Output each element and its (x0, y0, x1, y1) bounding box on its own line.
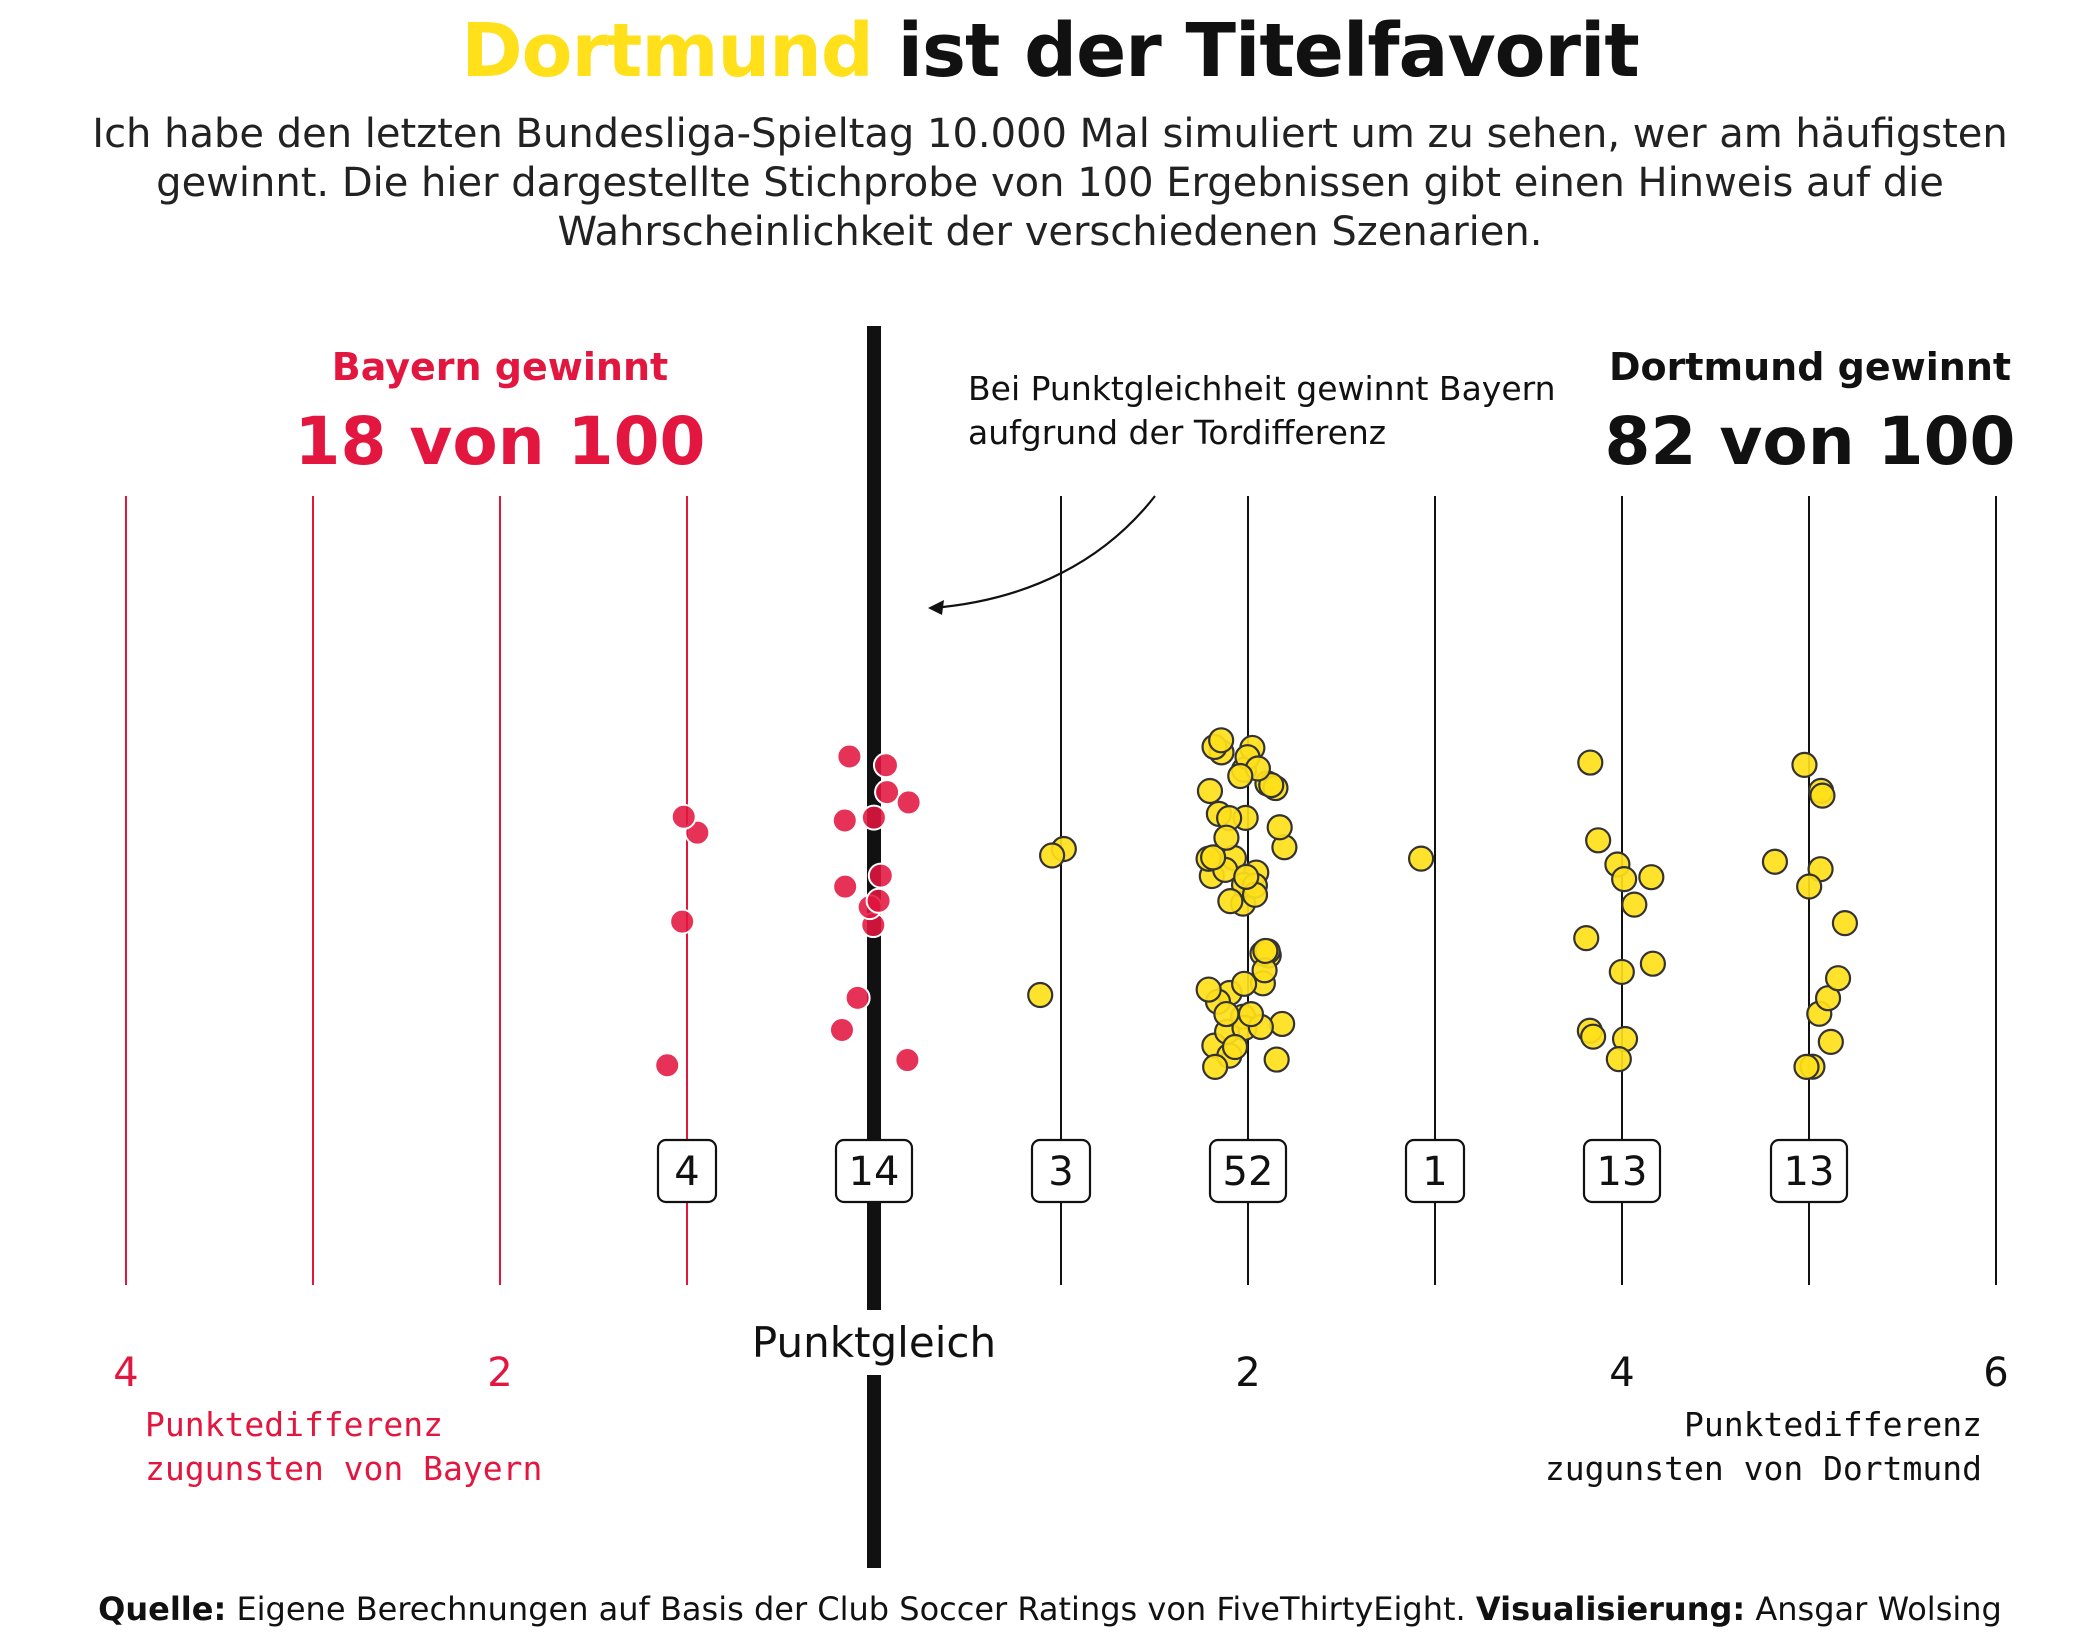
dortmund-result-dot (1221, 1033, 1249, 1061)
dortmund-result-dot (1824, 965, 1852, 992)
dortmund-result-dot (1027, 981, 1054, 1009)
dortmund-result-dot (1233, 863, 1260, 890)
bayern-count: 18 von 100 (294, 403, 706, 480)
count-box (1208, 1138, 1288, 1204)
vis-label: Visualisierung: (1475, 1590, 1746, 1628)
dortmund-result-dot (1039, 842, 1066, 869)
xlabel-right-line-2: zugunsten von Dortmund (1545, 1449, 1982, 1488)
count-box (1404, 1138, 1466, 1204)
dortmund-result-dot (1831, 910, 1859, 937)
bayern-result-dot (669, 908, 696, 935)
dortmund-result-dot (1580, 1023, 1607, 1050)
dortmund-result-dot (1196, 777, 1224, 805)
dortmund-label: Dortmund gewinnt (1608, 345, 2012, 389)
footer: Quelle: Eigene Berechnungen auf Basis de… (0, 1590, 2100, 1628)
dortmund-result-dot (1585, 827, 1612, 854)
dortmund-result-dot (1208, 727, 1235, 754)
dortmund-result-dot (1213, 1000, 1240, 1028)
dortmund-result-dot (1252, 937, 1279, 965)
dortmund-result-dot (1202, 1053, 1229, 1080)
xlabel-left-line-2: zugunsten von Bayern (145, 1449, 542, 1488)
bayern-result-dot (872, 752, 899, 779)
count-box (1030, 1138, 1092, 1204)
dortmund-result-dot (1817, 1028, 1844, 1055)
dortmund-header: Dortmund gewinnt 82 von 100 (1570, 345, 2050, 480)
dortmund-result-dot (1217, 888, 1244, 915)
bayern-result-dot (894, 1047, 921, 1074)
dortmund-result-dot (1227, 762, 1254, 790)
dortmund-result-dot (1231, 970, 1258, 997)
x-tick-label: 4 (1609, 1350, 1634, 1396)
bayern-result-dot (832, 873, 859, 900)
dortmund-result-dot (1793, 1053, 1820, 1080)
dortmund-result-dot (1200, 844, 1227, 871)
vis-text: Ansgar Wolsing (1755, 1590, 2002, 1628)
dortmund-result-dot (1809, 782, 1836, 809)
source-label: Quelle: (98, 1590, 227, 1628)
dortmund-result-dot (1621, 891, 1648, 918)
dortmund-result-dot (1407, 845, 1435, 872)
count-box (656, 1138, 718, 1204)
bayern-result-dot (831, 807, 858, 834)
dortmund-result-dot (1639, 950, 1666, 977)
bayern-result-dot (865, 887, 892, 914)
count-label: 13 (1784, 1149, 1835, 1195)
annotation-line-2: aufgrund der Tordifferenz (968, 413, 1387, 452)
dortmund-result-dot (1577, 749, 1604, 776)
count-label: 14 (849, 1149, 900, 1195)
count-box (834, 1138, 914, 1204)
bayern-result-dot (860, 804, 887, 831)
dortmund-result-dot (1266, 814, 1293, 841)
x-tick-label: 4 (113, 1350, 138, 1396)
bayern-result-dot (828, 1017, 855, 1044)
dortmund-result-dot (1213, 824, 1240, 851)
x-tick-label: 2 (1235, 1350, 1260, 1396)
count-box (1769, 1138, 1849, 1204)
x-tick-label: 2 (487, 1350, 512, 1396)
bayern-header: Bayern gewinnt 18 von 100 (260, 345, 740, 480)
bayern-label: Bayern gewinnt (331, 345, 669, 389)
dortmund-result-dot (1605, 1046, 1632, 1073)
page-title: Dortmund ist der Titelfavorit (0, 8, 2100, 94)
source-text: Eigene Berechnungen auf Basis der Club S… (236, 1590, 1466, 1628)
annotation-arrowhead (928, 600, 944, 615)
count-label: 52 (1223, 1149, 1274, 1195)
dortmund-result-dot (1263, 1046, 1290, 1073)
count-label: 1 (1422, 1149, 1447, 1195)
bayern-result-dot (874, 779, 901, 806)
bayern-result-dot (867, 862, 894, 889)
count-label: 13 (1597, 1149, 1648, 1195)
bayern-result-dot (654, 1052, 681, 1079)
dortmund-result-dot (1195, 976, 1222, 1003)
annotation: Bei Punktgleichheit gewinnt Bayern aufgr… (968, 367, 1556, 455)
title-rest: ist der Titelfavorit (897, 8, 1640, 94)
dortmund-result-dot (1608, 958, 1635, 986)
dortmund-count: 82 von 100 (1604, 403, 2016, 480)
count-label: 4 (674, 1149, 699, 1195)
dortmund-result-dot (1237, 1001, 1265, 1028)
count-box (1582, 1138, 1662, 1204)
xlabel-right-line-1: Punktedifferenz (1684, 1405, 1982, 1444)
dortmund-result-dot (1573, 925, 1600, 952)
x-tick-label: 6 (1983, 1350, 2008, 1396)
title-highlight: Dortmund (461, 8, 874, 94)
dortmund-result-dot (1761, 848, 1789, 875)
dortmund-result-dot (1269, 1010, 1296, 1038)
bayern-result-dot (836, 743, 863, 770)
subtitle: Ich habe den letzten Bundesliga-Spieltag… (92, 111, 2008, 255)
bayern-result-dot (844, 984, 871, 1011)
xlabel-left-line-1: Punktedifferenz (145, 1405, 443, 1444)
annotation-line-1: Bei Punktgleichheit gewinnt Bayern (968, 369, 1556, 408)
dortmund-result-dot (1611, 866, 1638, 893)
bayern-result-dot (670, 803, 697, 830)
dortmund-result-dot (1796, 873, 1823, 900)
annotation-arrow (931, 495, 1156, 610)
bayern-result-dot (895, 789, 922, 816)
count-label: 3 (1048, 1149, 1073, 1195)
dortmund-result-dot (1638, 864, 1665, 891)
dortmund-result-dot (1791, 751, 1818, 778)
center-label: Punktgleich (752, 1318, 996, 1367)
